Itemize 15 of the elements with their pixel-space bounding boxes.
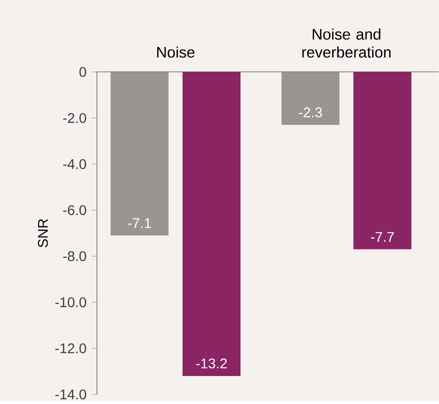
data-label: -7.1 [128,218,151,228]
data-label: -2.3 [299,107,322,118]
y-axis-title: SNR [38,219,48,248]
y-tick-label: -8.0 [63,251,86,262]
y-tick-label: -14.0 [55,389,86,400]
y-tick-label: -4.0 [63,159,86,170]
y-tick-label: -10.0 [55,297,86,308]
x-tick-label: Noise [157,46,194,58]
x-tick-label: Noise and reverberation [302,28,391,58]
data-label: -13.2 [196,358,227,368]
y-tick-label: -12.0 [55,343,86,354]
data-label: -7.7 [371,232,394,242]
y-tick-label: -2.0 [63,113,86,123]
y-tick-label: -6.0 [63,205,86,216]
y-tick-label: 0 [79,66,86,77]
